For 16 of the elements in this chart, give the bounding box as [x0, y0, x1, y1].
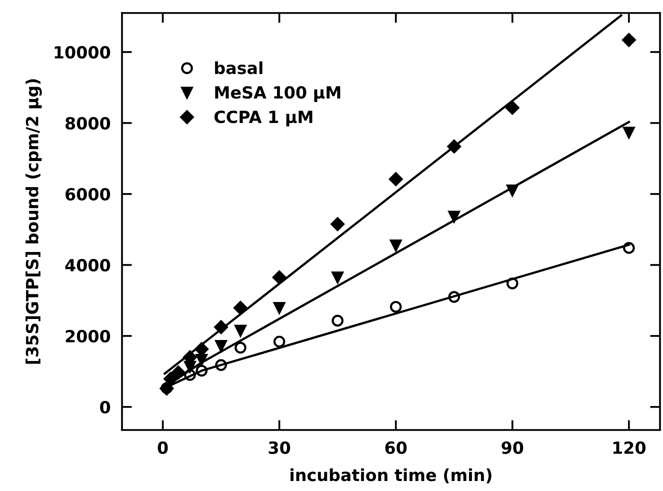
- x-tick-label: 120: [613, 441, 646, 454]
- x-tick-label: 60: [385, 441, 407, 454]
- x-tick-label: 0: [158, 441, 168, 454]
- x-tick-label: 90: [502, 441, 524, 454]
- legend-label: MeSA 100 µM: [215, 86, 340, 102]
- legend-label: CCPA 1 µM: [214, 110, 312, 126]
- y-tick-label: 4000: [65, 258, 110, 272]
- x-tick-label: 30: [268, 441, 290, 454]
- y-tick-label: 0: [100, 400, 110, 414]
- y-axis-title: [35S]GTP[S] bound (cpm/2 µg): [26, 79, 42, 364]
- y-tick-label: 2000: [66, 330, 110, 343]
- x-axis-title: incubation time (min): [290, 468, 492, 484]
- y-tick-label: 10000: [54, 46, 110, 59]
- legend-label: basal: [215, 61, 262, 74]
- y-tick-label: 8000: [66, 116, 110, 130]
- y-tick-label: 6000: [66, 188, 110, 201]
